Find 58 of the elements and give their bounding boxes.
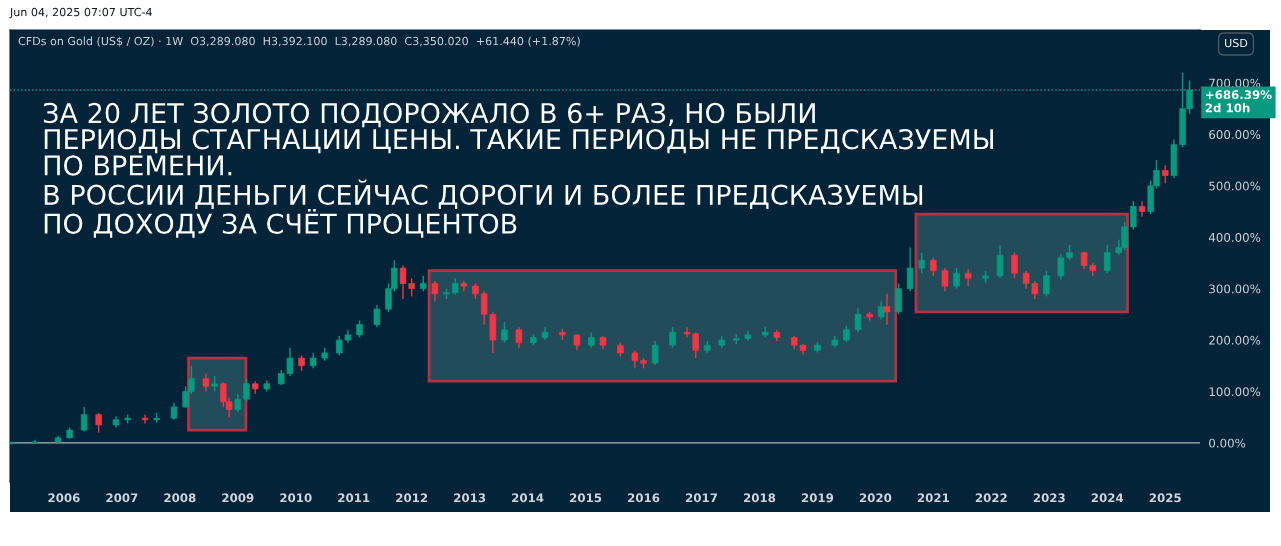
candlestick	[501, 321, 508, 344]
x-tick-label: 2017	[686, 493, 717, 503]
candlestick	[669, 326, 676, 349]
candlestick	[1130, 200, 1137, 231]
y-tick-label: 100.00%	[1209, 387, 1261, 397]
x-tick-label: 2012	[396, 493, 428, 503]
candlestick	[95, 412, 102, 434]
text: USD	[1225, 38, 1248, 48]
candlestick	[431, 280, 439, 303]
y-tick-label: 0.00%	[1209, 438, 1246, 448]
ref-line-label: +686.39% 2d 10h	[1205, 90, 1272, 113]
candlestick	[1057, 252, 1065, 281]
candlestick	[918, 251, 926, 274]
x-tick-label: 2016	[628, 493, 660, 503]
candlestick	[80, 406, 88, 433]
y-tick-label: 500.00%	[1209, 181, 1261, 191]
candlestick	[1043, 269, 1050, 298]
x-tick-label: 2023	[1033, 493, 1065, 503]
candlestick	[906, 246, 914, 292]
candlestick	[515, 326, 523, 349]
x-tick-label: 2018	[743, 493, 776, 503]
x-tick-label: 2009	[222, 493, 254, 503]
y-tick-label: 400.00%	[1208, 232, 1261, 242]
x-tick-label: 2024	[1091, 493, 1124, 503]
y-tick-label: 700.00%	[1209, 78, 1261, 88]
y-tick-label: 600.00%	[1209, 130, 1261, 140]
x-tick-label: 2006	[48, 493, 80, 503]
x-tick-label: 2021	[917, 493, 949, 503]
x-tick-label: 2015	[570, 493, 602, 503]
candlestick	[964, 268, 972, 287]
x-tick-label: 2014	[512, 493, 544, 503]
text: ЗА 20 ЛЕТ ЗОЛОТО ПОДОРОЖАЛО В 6+ РАЗ, НО БЫЛИ ПЕРИОДЫ СТАГНАЦИИ ЦЕНЫ. ТАКИЕ ПЕРИОДЫ НЕ ПРЕДСКАЗУЕМЫ ПО ВРЕМЕНИ. В РОССИИ ДЕНЬГИ СЕЙЧАС ДОРОГИ И БОЛЕЕ ПРЕДСКАЗУЕМЫ ПО ДОХОДУ ЗА СЧЁТ ПРОЦЕНТОВ	[43, 102, 993, 238]
text: Jun 04, 2025 07:07 UTC-4	[9, 7, 152, 19]
x-tick-label: 2022	[975, 493, 1007, 503]
x-tick-label: 2007	[106, 493, 138, 503]
y-tick-label: 300.00%	[1209, 284, 1261, 294]
candlestick	[1104, 244, 1111, 274]
candlestick	[895, 282, 902, 316]
candlestick	[854, 307, 862, 334]
y-tick-label: 200.00%	[1209, 335, 1261, 345]
candlestick	[651, 340, 659, 366]
candlestick	[953, 267, 960, 290]
candlestick	[141, 413, 149, 425]
x-tick-label: 2019	[801, 493, 834, 503]
x-tick-label: 2010	[280, 493, 312, 503]
candlestick	[373, 304, 381, 328]
candlestick	[243, 377, 250, 403]
x-tick-label: 2013	[454, 493, 486, 503]
x-tick-label: 2020	[859, 493, 892, 503]
x-tick-label: 2008	[164, 493, 196, 503]
candlestick	[1011, 251, 1018, 280]
candlestick	[941, 267, 949, 292]
text: CFDs on Gold (US$ / OZ) · 1W O3,289.080 H3,392.100 L3,289.080 C3,350.020 +61.440 (+1.87%)	[18, 36, 580, 47]
candlestick	[1138, 200, 1146, 218]
candlestick	[996, 244, 1004, 280]
candlestick	[883, 293, 891, 326]
x-tick-label: 2025	[1149, 493, 1181, 503]
x-tick-label: 2011	[338, 493, 370, 503]
